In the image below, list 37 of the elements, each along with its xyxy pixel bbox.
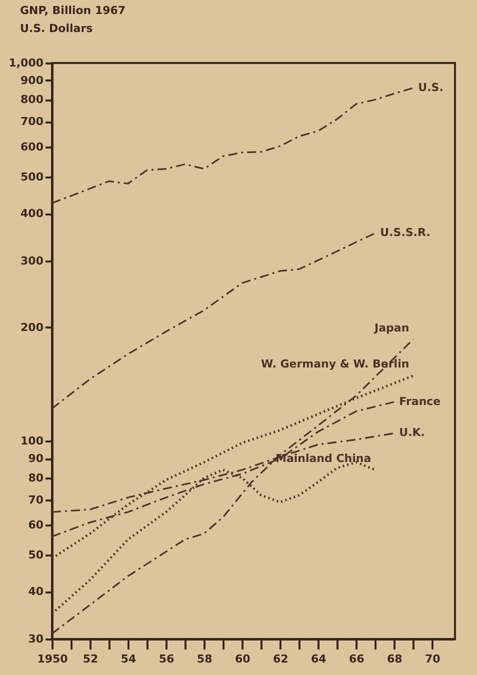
series-label: U.S.S.R. [380, 226, 430, 240]
y-tick-label: 80 [28, 471, 44, 484]
x-tick-label: 66 [348, 652, 365, 666]
series-label: France [399, 394, 441, 408]
x-tick-label: 60 [234, 652, 251, 666]
y-tick-label: 500 [20, 170, 44, 184]
line-series [51, 87, 414, 204]
x-tick-label: 54 [120, 652, 137, 666]
x-tick-label: 58 [196, 652, 212, 666]
y-tick-label: 900 [20, 74, 44, 87]
series-label: U.S. [418, 80, 444, 94]
y-tick-label: 700 [20, 115, 44, 128]
x-tick-label: 52 [82, 652, 98, 666]
series-label: Japan [374, 321, 410, 334]
y-tick-label: 300 [20, 254, 44, 268]
x-tick-label: 68 [387, 652, 402, 666]
x-tick-label: 64 [310, 652, 327, 666]
y-tick-label: 100 [20, 434, 44, 448]
series-label: Mainland China [276, 452, 372, 465]
x-tick-label: 1950 [37, 652, 68, 666]
y-tick-label: 40 [28, 585, 44, 598]
y-tick-label: 200 [20, 320, 44, 334]
y-tick-label: 90 [28, 452, 44, 466]
x-tick-label: 56 [158, 652, 175, 666]
y-tick-label: 1,000 [8, 56, 44, 70]
y-tick-label: 50 [28, 548, 44, 562]
y-tick-label: 400 [20, 207, 44, 220]
y-tick-label: 800 [20, 93, 44, 106]
x-tick-label: 62 [272, 652, 288, 666]
y-tick-label: 60 [28, 518, 44, 532]
y-tick-label: 600 [20, 140, 44, 154]
y-axis-title: GNP, Billion 1967 U.S. Dollars [20, 4, 126, 35]
y-tick-label: 30 [28, 632, 44, 646]
y-tick-label: 70 [28, 493, 44, 506]
x-tick-label: 70 [425, 652, 441, 666]
series-label: U.K. [399, 426, 425, 440]
series-label: W. Germany & W. Berlin [260, 358, 410, 371]
